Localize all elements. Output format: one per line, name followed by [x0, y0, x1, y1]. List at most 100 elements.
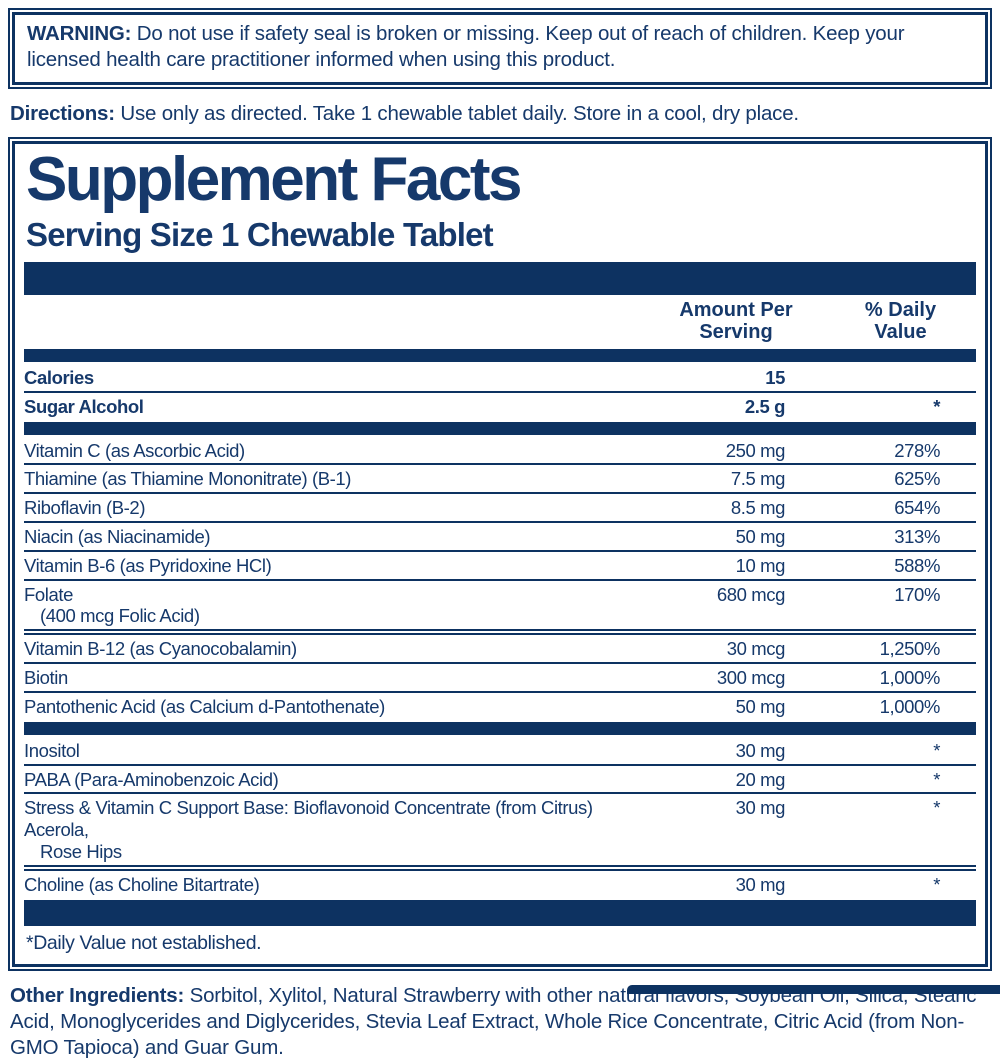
panel-title: Supplement Facts	[26, 145, 523, 215]
nutrient-daily-value: *	[933, 739, 940, 761]
header-divider-bar	[24, 348, 976, 362]
nutrient-amount: 50 mg	[735, 695, 786, 717]
nutrient-daily-value: 654%	[894, 497, 940, 519]
nutrient-amount: 7.5 mg	[730, 468, 786, 490]
nutrient-row: Vitamin B-6 (as Pyridoxine HCl) 10 mg 588%	[24, 552, 976, 581]
nutrient-name: Riboflavin (B-2)	[24, 497, 661, 519]
nutrient-amount: 300 mcg	[716, 667, 786, 689]
nutrient-amount: 2.5 g	[744, 395, 786, 417]
nutrient-name-line1: Riboflavin (B-2)	[24, 497, 146, 519]
nutrient-row: Thiamine (as Thiamine Mononitrate) (B-1)…	[24, 465, 976, 495]
nutrient-amount: 20 mg	[735, 768, 786, 790]
section-divider-bar	[24, 899, 976, 926]
nutrient-name: Pantothenic Acid (as Calcium d-Pantothen…	[24, 696, 661, 718]
percent-daily-value-header: % Daily Value	[864, 299, 937, 344]
supplement-facts-panel: Supplement Facts Serving Size 1 Chewable…	[8, 137, 992, 971]
directions-body: Use only as directed. Take 1 chewable ta…	[114, 102, 799, 126]
nutrient-daily-value: *	[933, 395, 940, 417]
supplement-facts-panel-inner: Supplement Facts Serving Size 1 Chewable…	[12, 141, 988, 967]
nutrient-row: Pantothenic Acid (as Calcium d-Pantothen…	[24, 693, 976, 720]
nutrient-daily-value: 170%	[894, 583, 940, 605]
other-ingredients-label: Other Ingredients:	[10, 983, 185, 1007]
nutrient-row: Inositol 30 mg *	[24, 737, 976, 766]
nutrient-row: Vitamin B-12 (as Cyanocobalamin) 30 mcg 1,…	[24, 635, 976, 665]
nutrient-name-line1: Vitamin B-6 (as Pyridoxine HCl)	[24, 554, 272, 576]
nutrient-name-line1: Vitamin B-12 (as Cyanocobalamin)	[24, 638, 297, 660]
nutrient-name: Thiamine (as Thiamine Mononitrate) (B-1)	[24, 468, 661, 490]
nutrient-name: Stress & Vitamin C Support Base: Bioflav…	[24, 797, 661, 862]
nutrient-name: Niacin (as Niacinamide)	[24, 526, 661, 548]
nutrient-daily-value: *	[933, 797, 940, 819]
nutrient-name: Vitamin B-12 (as Cyanocobalamin)	[24, 638, 661, 660]
nutrient-name: Sugar Alcohol	[24, 396, 661, 418]
nutrient-name-line1: PABA (Para-Aminobenzoic Acid)	[24, 768, 279, 790]
nutrient-daily-value: *	[933, 768, 940, 790]
nutrient-name: Biotin	[24, 667, 661, 689]
nutrient-name-line1: Biotin	[24, 667, 68, 689]
nutrient-amount: 10 mg	[735, 554, 786, 576]
column-header-spacer	[24, 299, 661, 344]
nutrient-name: Vitamin C (as Ascorbic Acid)	[24, 440, 661, 462]
nutrient-amount: 30 mg	[735, 797, 786, 819]
nutrient-daily-value: 1,000%	[879, 695, 941, 717]
nutrient-amount: 680 mcg	[716, 583, 786, 605]
nutrient-daily-value: 588%	[894, 554, 940, 576]
nutrient-amount: 30 mcg	[726, 638, 786, 660]
nutrient-daily-value: *	[933, 873, 940, 895]
nutrient-name-line1: Niacin (as Niacinamide)	[24, 525, 211, 547]
warning-label: WARNING:	[27, 22, 132, 45]
nutrient-daily-value: 1,250%	[879, 638, 941, 660]
directions-label: Directions:	[10, 102, 115, 126]
nutrient-amount: 250 mg	[725, 439, 786, 461]
warning-text: WARNING: Do not use if safety seal is br…	[12, 12, 988, 86]
nutrient-name-line1: Folate	[24, 583, 74, 605]
warning-body: Do not use if safety seal is broken or m…	[27, 22, 905, 72]
nutrient-amount: 8.5 mg	[730, 497, 786, 519]
nutrient-row: Choline (as Choline Bitartrate) 30 mg *	[24, 871, 976, 898]
nutrient-row: Sugar Alcohol 2.5 g *	[24, 393, 976, 420]
nutrient-name-line1: Thiamine (as Thiamine Mononitrate) (B-1)	[24, 468, 352, 490]
daily-value-footnote: *Daily Value not established.	[26, 931, 262, 954]
nutrient-row: Biotin 300 mcg 1,000%	[24, 664, 976, 693]
nutrient-name-line1: Calories	[24, 366, 94, 388]
nutrient-daily-value: 278%	[894, 439, 940, 461]
nutrient-name: Vitamin B-6 (as Pyridoxine HCl)	[24, 555, 661, 577]
nutrient-name-line1: Pantothenic Acid (as Calcium d-Pantothen…	[24, 695, 385, 717]
nutrient-row: Stress & Vitamin C Support Base: Bioflav…	[24, 794, 976, 864]
nutrient-name-line1: Sugar Alcohol	[24, 395, 144, 417]
nutrient-name-line1: Inositol	[24, 739, 80, 761]
serving-size: Serving Size 1 Chewable Tablet	[26, 216, 494, 254]
nutrient-name: Inositol	[24, 740, 661, 762]
nutrient-rows: Calories 15 Sugar Alcohol 2.5 g * Vitamin C (…	[24, 364, 976, 926]
nutrient-name: PABA (Para-Aminobenzoic Acid)	[24, 769, 661, 791]
nutrient-amount: 30 mg	[735, 739, 786, 761]
nutrient-name: Calories	[24, 367, 661, 389]
warning-box: WARNING: Do not use if safety seal is br…	[8, 8, 992, 90]
nutrient-name-line1: Stress & Vitamin C Support Base: Bioflav…	[24, 797, 593, 841]
nutrient-daily-value: 313%	[894, 525, 940, 547]
nutrient-row: Calories 15	[24, 364, 976, 393]
double-rule-separator	[24, 864, 976, 871]
nutrient-name-line1: Vitamin C (as Ascorbic Acid)	[24, 439, 245, 461]
nutrient-row: PABA (Para-Aminobenzoic Acid) 20 mg *	[24, 766, 976, 795]
nutrient-row: Folate (400 mcg Folic Acid) 680 mcg 170%	[24, 581, 976, 630]
nutrient-daily-value: 625%	[894, 468, 940, 490]
nutrient-name-line2: Rose Hips	[40, 841, 122, 863]
directions-text: Directions: Use only as directed. Take 1…	[10, 102, 990, 126]
nutrient-name: Folate (400 mcg Folic Acid)	[24, 584, 661, 628]
nutrient-name-line1: Choline (as Choline Bitartrate)	[24, 873, 260, 895]
column-header-row: Amount Per Serving % Daily Value	[24, 295, 976, 347]
nutrient-amount: 30 mg	[735, 873, 786, 895]
nutrient-row: Riboflavin (B-2) 8.5 mg 654%	[24, 494, 976, 523]
other-ingredients-text: Other Ingredients: Sorbitol, Xylitol, Na…	[10, 983, 990, 1061]
amount-per-serving-header: Amount Per Serving	[679, 299, 793, 344]
next-section-bar-fragment	[627, 985, 1000, 994]
nutrient-daily-value: 1,000%	[879, 667, 941, 689]
top-divider-bar	[24, 262, 976, 296]
nutrient-amount: 50 mg	[735, 525, 786, 547]
nutrient-name-line2: (400 mcg Folic Acid)	[40, 605, 200, 627]
section-divider-bar	[24, 421, 976, 435]
double-rule-separator	[24, 629, 976, 636]
section-divider-bar	[24, 721, 976, 735]
nutrient-name: Choline (as Choline Bitartrate)	[24, 874, 661, 896]
